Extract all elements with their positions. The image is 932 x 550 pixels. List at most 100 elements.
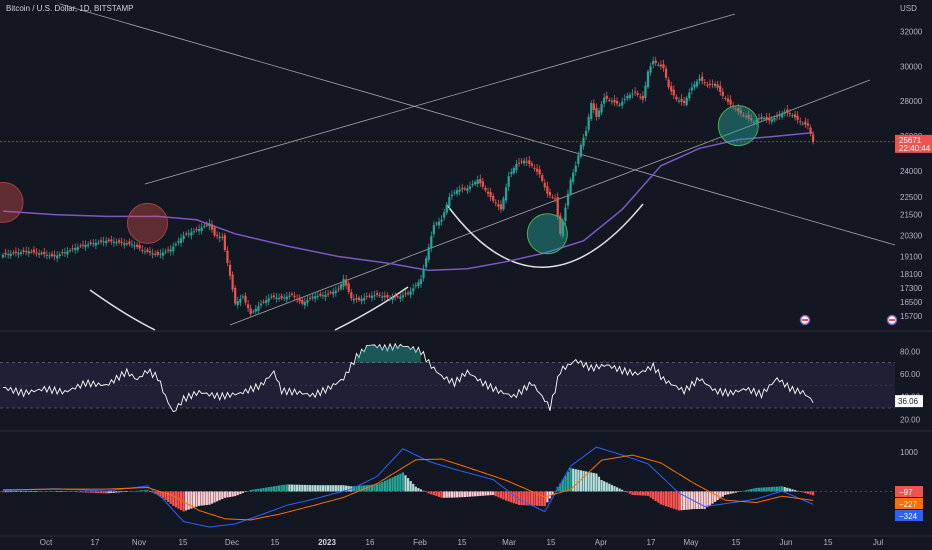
- macd-bar: [796, 490, 799, 492]
- macd-bar: [30, 491, 33, 492]
- highlight-circle-red: [0, 181, 24, 223]
- candle-body: [492, 196, 495, 201]
- macd-bar: [332, 485, 335, 492]
- candle-body: [208, 223, 211, 227]
- macd-bar: [151, 491, 154, 493]
- candle-body: [538, 169, 541, 175]
- macd-bar: [525, 491, 528, 506]
- macd-bar: [56, 491, 59, 492]
- candle-body: [768, 117, 771, 121]
- candle-body: [360, 298, 363, 302]
- macd-bar: [120, 491, 123, 493]
- macd-bar: [197, 491, 201, 506]
- macd-bar: [721, 491, 724, 497]
- candle-body: [394, 296, 397, 298]
- macd-bar: [404, 475, 407, 492]
- price-tick-label: 30000: [900, 62, 923, 71]
- candle-body: [120, 241, 123, 243]
- macd-bar: [177, 491, 180, 509]
- candle-body: [641, 95, 644, 100]
- candle-body: [724, 98, 727, 100]
- price-tick-label: 32000: [900, 27, 923, 36]
- macd-bar: [35, 491, 38, 492]
- rsi-tick-label: 20.00: [900, 415, 921, 424]
- macd-bar: [94, 491, 97, 493]
- candle-body: [363, 297, 366, 301]
- macd-bar: [768, 487, 771, 492]
- candle-body: [744, 116, 748, 118]
- price-tick-label: 17300: [900, 284, 923, 293]
- candle-body: [22, 250, 25, 252]
- rsi-line: [2, 342, 814, 413]
- candle-body: [757, 118, 761, 120]
- macd-bar: [786, 487, 789, 492]
- candle-body: [430, 236, 433, 249]
- macd-bar: [285, 484, 288, 492]
- macd-bar: [355, 485, 358, 492]
- macd-bar: [788, 488, 791, 492]
- candle-body: [19, 252, 23, 254]
- candle-body: [670, 86, 673, 92]
- macd-bar: [695, 491, 699, 509]
- macd-bar: [174, 491, 177, 508]
- candle-body: [734, 108, 737, 110]
- macd-bar: [74, 491, 77, 493]
- macd-bar: [494, 491, 497, 497]
- macd-bar: [698, 491, 701, 509]
- candle-body: [530, 163, 533, 166]
- macd-bar: [502, 491, 505, 500]
- macd-bar: [159, 491, 162, 497]
- macd-bar: [48, 491, 51, 492]
- macd-bar: [535, 491, 539, 506]
- candle-body: [277, 297, 281, 299]
- candle-body: [30, 251, 33, 253]
- candle-body: [520, 161, 523, 163]
- candle-body: [455, 190, 459, 194]
- macd-bar: [801, 491, 804, 493]
- macd-bar: [169, 491, 172, 504]
- candle-body: [533, 167, 536, 169]
- macd-bar: [231, 491, 234, 497]
- candle-body: [812, 134, 815, 142]
- candle-body: [499, 204, 503, 210]
- macd-bar: [148, 491, 152, 492]
- candle-body: [466, 188, 469, 191]
- candle-body: [579, 144, 583, 157]
- candle-body: [118, 240, 121, 243]
- macd-bar: [752, 488, 755, 492]
- macd-bar: [507, 491, 510, 502]
- candle-body: [319, 293, 322, 296]
- candle-body: [218, 236, 221, 239]
- signal-line: [2, 454, 814, 521]
- macd-bar: [711, 491, 714, 504]
- macd-bar: [492, 491, 495, 496]
- candle-body: [541, 175, 544, 181]
- macd-bar: [806, 491, 810, 494]
- price-tick-label: 16500: [900, 298, 923, 307]
- macd-bar: [615, 487, 619, 492]
- macd-bar: [773, 486, 776, 492]
- macd-bar: [195, 491, 198, 507]
- candle-body: [159, 253, 162, 255]
- candle-body: [378, 294, 381, 296]
- macd-bar: [577, 469, 580, 492]
- candle-body: [778, 115, 781, 117]
- candle-body: [296, 298, 299, 300]
- macd-bar: [595, 473, 598, 492]
- macd-bar: [298, 484, 301, 492]
- candle-body: [399, 296, 402, 299]
- macd-bar: [208, 491, 211, 505]
- macd-bar: [724, 491, 727, 495]
- candle-body: [412, 288, 415, 292]
- candle-body: [791, 115, 794, 117]
- candle-body: [556, 197, 559, 217]
- macd-bar: [244, 491, 247, 493]
- macd-bar: [631, 491, 634, 495]
- macd-bar: [461, 491, 464, 498]
- candle-body: [345, 279, 348, 286]
- price-tick-label: 21500: [900, 211, 923, 220]
- candle-body: [223, 235, 226, 251]
- candle-body: [355, 298, 358, 300]
- candle-body: [677, 100, 681, 102]
